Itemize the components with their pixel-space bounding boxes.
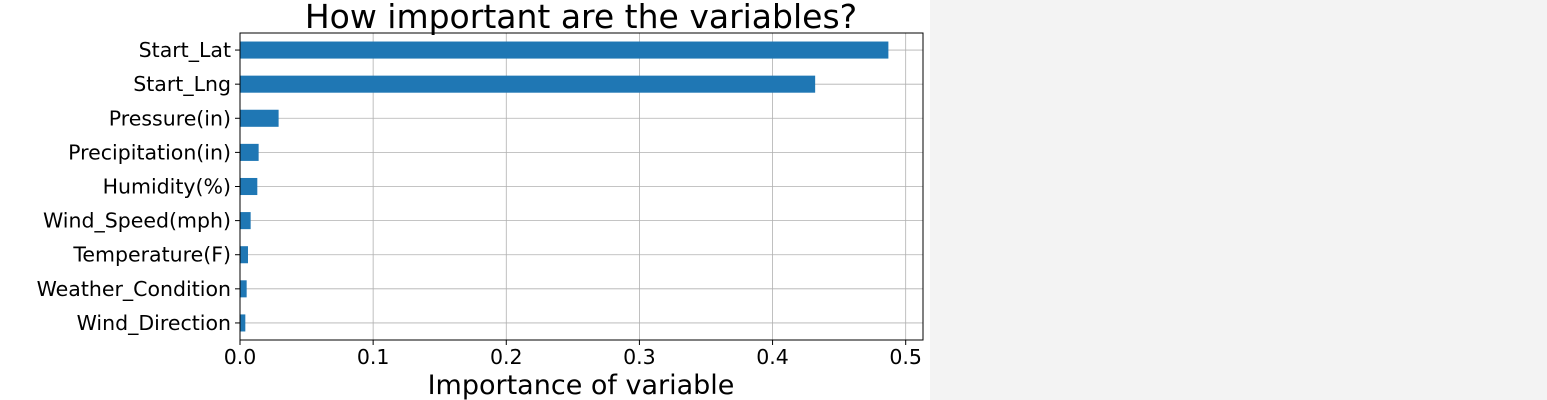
empty-side-panel: [930, 0, 1547, 400]
bar: [240, 75, 816, 93]
category-label: Weather_Condition: [37, 277, 231, 302]
bar: [240, 212, 251, 230]
bar: [240, 109, 279, 127]
category-label: Precipitation(in): [68, 140, 231, 164]
feature-importance-chart: How important are the variables? Start_L…: [37, 0, 924, 400]
bar: [240, 246, 248, 264]
x-tick-label: 0.4: [756, 345, 789, 369]
x-axis-label: Importance of variable: [428, 370, 735, 400]
category-label: Pressure(in): [109, 106, 231, 130]
x-tick-labels: 0.0 0.1 0.2 0.3 0.4 0.5: [224, 340, 922, 369]
bar: [240, 280, 247, 298]
category-label: Temperature(F): [72, 243, 231, 267]
category-label: Start_Lat: [139, 38, 231, 63]
bar: [240, 314, 246, 332]
chart-title: How important are the variables?: [305, 0, 857, 36]
x-tick-label: 0.5: [889, 345, 922, 369]
x-tick-label: 0.0: [224, 345, 257, 369]
category-label: Humidity(%): [103, 175, 231, 199]
chart-panel: How important are the variables? Start_L…: [0, 0, 930, 400]
bars: [240, 41, 889, 332]
category-label: Start_Lng: [133, 72, 231, 97]
category-label: Wind_Direction: [77, 311, 231, 336]
category-label: Wind_Speed(mph): [43, 209, 231, 234]
x-tick-label: 0.1: [357, 345, 390, 369]
bar: [240, 177, 258, 196]
x-tick-label: 0.3: [623, 345, 656, 369]
bar: [240, 41, 889, 59]
category-labels: Start_Lat Start_Lng Pressure(in) Precipitat…: [37, 38, 240, 336]
grid-lines: [239, 33, 923, 340]
x-tick-label: 0.2: [490, 345, 523, 369]
bar: [240, 143, 259, 161]
